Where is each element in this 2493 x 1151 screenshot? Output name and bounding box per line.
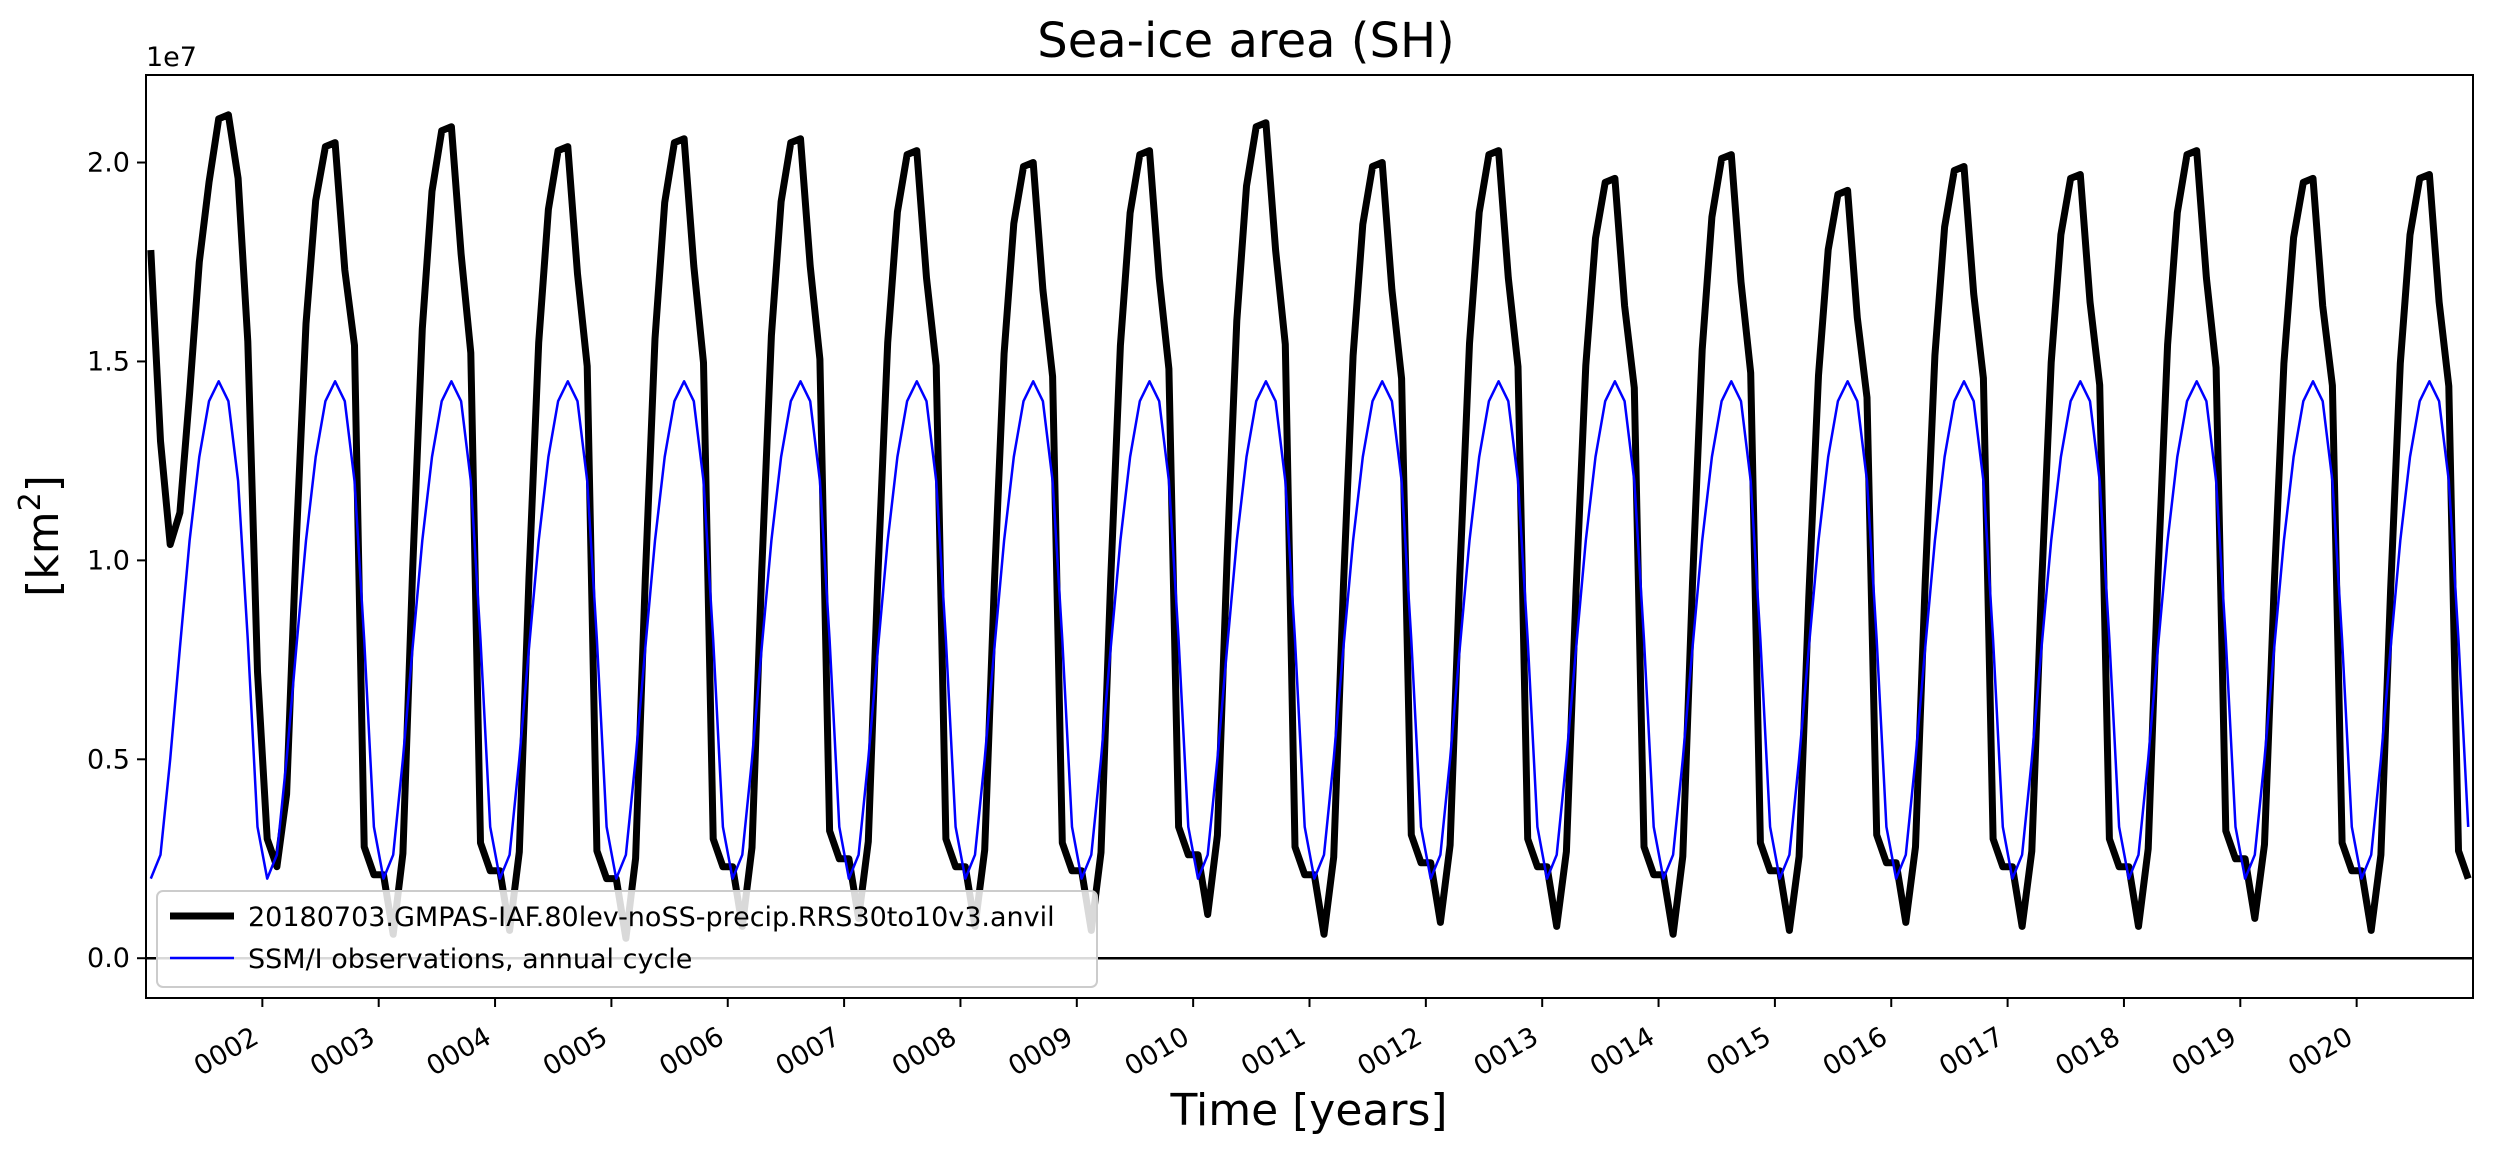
y-tick-label: 0.5	[87, 744, 130, 775]
y-axis-label-base: [km	[18, 511, 69, 597]
y-tick-label: 0.0	[87, 943, 130, 974]
y-tick-label: 1.5	[87, 346, 130, 377]
model-series-line	[147, 111, 2472, 942]
observations-series-line	[149, 380, 2470, 880]
chart-title: Sea-ice area (SH)	[1037, 13, 1455, 69]
x-axis-label: Time [years]	[1169, 1085, 1447, 1136]
y-tick-label: 2.0	[87, 148, 130, 179]
legend-model-label: 20180703.GMPAS-IAF.80lev-noSS-precip.RRS…	[248, 902, 1055, 933]
y-axis-label-end: ]	[18, 475, 69, 492]
legend-obs-label: SSM/I observations, annual cycle	[248, 944, 692, 975]
y-tick-label: 1.0	[87, 545, 130, 576]
plot-frame	[145, 74, 2474, 999]
y-axis-label: [km2]	[13, 475, 69, 597]
y-axis-label-sup: 2	[13, 492, 48, 511]
y-offset-label: 1e7	[146, 42, 197, 73]
legend: 20180703.GMPAS-IAF.80lev-noSS-precip.RRS…	[156, 890, 1098, 988]
legend-box	[156, 890, 1098, 988]
